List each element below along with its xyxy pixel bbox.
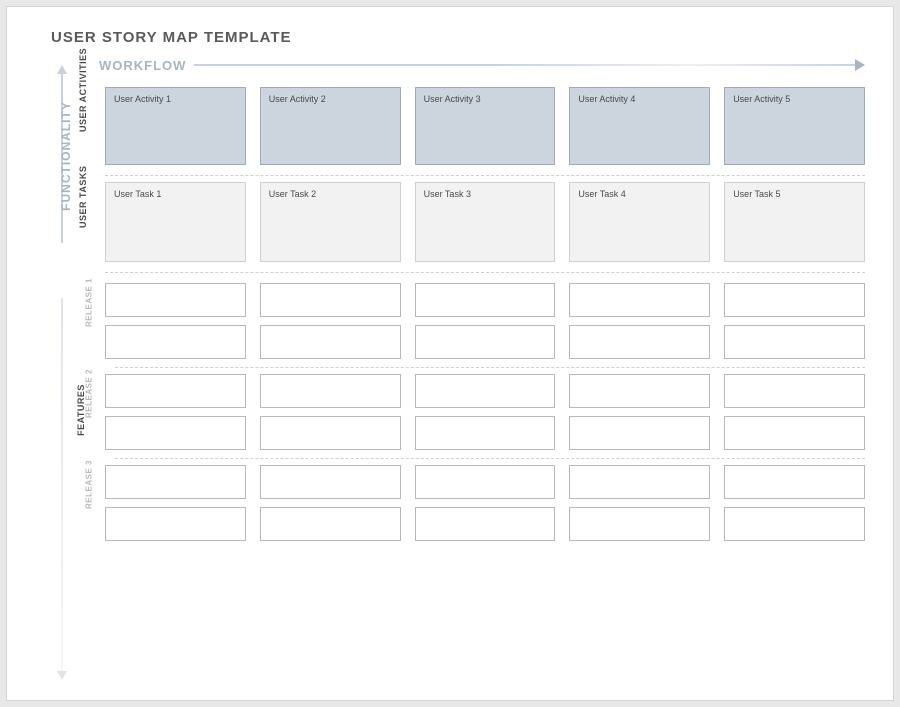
axis-line: [194, 64, 857, 66]
feature-card: [415, 374, 556, 408]
divider: [105, 175, 865, 176]
section-user-tasks: USER TASKS User Task 1User Task 2User Ta…: [75, 182, 865, 262]
feature-card: [724, 465, 865, 499]
feature-card: [105, 416, 246, 450]
feature-card: [260, 416, 401, 450]
section-label-activities: USER ACTIVITIES: [78, 120, 88, 132]
task-card: User Task 5: [724, 182, 865, 262]
activity-card: User Activity 1: [105, 87, 246, 165]
feature-card: [569, 507, 710, 541]
activity-card: User Activity 2: [260, 87, 401, 165]
activity-card: User Activity 3: [415, 87, 556, 165]
activity-card: User Activity 5: [724, 87, 865, 165]
activities-row: User Activity 1User Activity 2User Activ…: [105, 87, 865, 165]
release-section: RELEASE 2: [75, 374, 865, 450]
axis-line: [61, 298, 63, 676]
functionality-label: FUNCTIONALITY: [59, 101, 73, 211]
release-label: RELEASE 3: [85, 497, 94, 509]
arrow-right-icon: [855, 59, 865, 71]
feature-card: [569, 374, 710, 408]
page-wrapper: USER STORY MAP TEMPLATE FUNCTIONALITY WO…: [0, 0, 900, 707]
release-cells: [105, 465, 865, 541]
divider: [105, 272, 865, 273]
release-cells: [105, 283, 865, 359]
section-features: FEATURES RELEASE 1RELEASE 2RELEASE 3: [75, 279, 865, 541]
workflow-label: WORKFLOW: [99, 58, 186, 73]
feature-card: [724, 283, 865, 317]
feature-card: [415, 416, 556, 450]
feature-card: [260, 374, 401, 408]
feature-card: [569, 416, 710, 450]
feature-card: [260, 465, 401, 499]
divider: [115, 458, 865, 459]
releases-container: RELEASE 1 RELEASE 2 RELEASE 3: [75, 283, 865, 541]
task-card: User Task 4: [569, 182, 710, 262]
workflow-axis: WORKFLOW: [99, 53, 865, 77]
feature-card: [105, 465, 246, 499]
release-label: RELEASE 2: [85, 406, 94, 418]
feature-card: [105, 283, 246, 317]
page: USER STORY MAP TEMPLATE FUNCTIONALITY WO…: [6, 6, 894, 701]
task-card: User Task 1: [105, 182, 246, 262]
feature-card: [105, 325, 246, 359]
feature-card: [260, 283, 401, 317]
feature-card: [724, 416, 865, 450]
feature-card: [260, 507, 401, 541]
feature-card: [569, 465, 710, 499]
divider: [115, 367, 865, 368]
feature-card: [415, 465, 556, 499]
feature-card: [569, 325, 710, 359]
feature-card: [724, 374, 865, 408]
feature-card: [415, 325, 556, 359]
tasks-row: User Task 1User Task 2User Task 3User Ta…: [105, 182, 865, 262]
feature-card: [724, 507, 865, 541]
release-section: RELEASE 1: [75, 283, 865, 359]
feature-card: [415, 283, 556, 317]
arrow-down-icon: [57, 671, 67, 680]
feature-card: [105, 507, 246, 541]
rows-container: USER ACTIVITIES User Activity 1User Acti…: [75, 87, 865, 680]
section-user-activities: USER ACTIVITIES User Activity 1User Acti…: [75, 87, 865, 165]
workflow-arrow: [194, 61, 865, 69]
section-label-tasks: USER TASKS: [78, 216, 88, 228]
page-title: USER STORY MAP TEMPLATE: [51, 29, 865, 46]
functionality-axis: FUNCTIONALITY: [47, 63, 67, 680]
activity-card: User Activity 4: [569, 87, 710, 165]
story-map-board: FUNCTIONALITY WORKFLOW USER ACTIVITIES U…: [47, 53, 865, 680]
release-cells: [105, 374, 865, 450]
feature-card: [724, 325, 865, 359]
task-card: User Task 3: [415, 182, 556, 262]
feature-card: [569, 283, 710, 317]
release-section: RELEASE 3: [75, 465, 865, 541]
feature-card: [415, 507, 556, 541]
feature-card: [260, 325, 401, 359]
release-label: RELEASE 1: [85, 315, 94, 327]
feature-card: [105, 374, 246, 408]
task-card: User Task 2: [260, 182, 401, 262]
